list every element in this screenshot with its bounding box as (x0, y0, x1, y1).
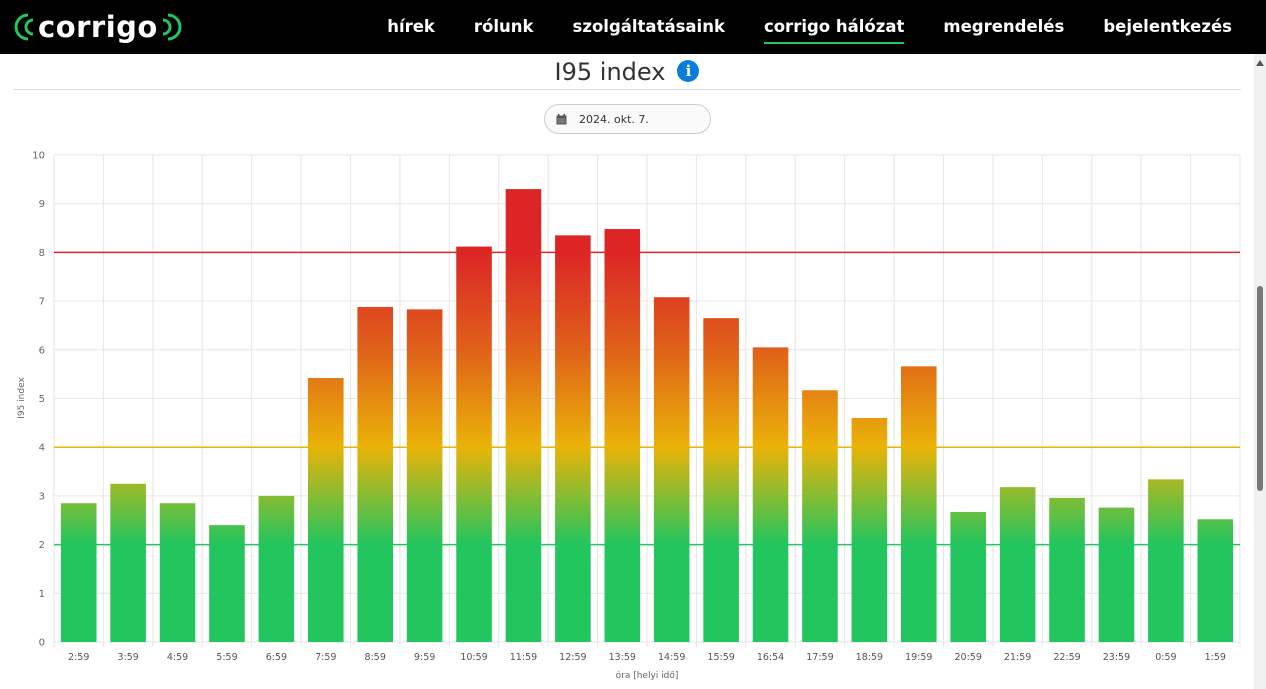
scroll-thumb[interactable] (1257, 286, 1263, 491)
bar-15:59 (703, 318, 739, 642)
nav-item-rolunk[interactable]: rólunk (473, 16, 534, 36)
x-tick-label: 18:59 (856, 652, 883, 663)
bar-22:59 (1049, 497, 1085, 642)
x-tick-label: 11:59 (510, 652, 537, 663)
nav-item-megrendeles[interactable]: megrendelés (943, 16, 1065, 36)
bar-11:59 (505, 189, 542, 642)
main-nav: hírek rólunk szolgáltatásaink corrigo há… (348, 0, 1232, 54)
calendar-icon (556, 113, 567, 124)
bar-5:59 (209, 525, 245, 642)
bar-18:59 (851, 417, 888, 642)
x-tick-label: 22:59 (1053, 652, 1080, 663)
x-tick-label: 15:59 (707, 652, 734, 663)
date-picker[interactable]: 2024. okt. 7. (544, 104, 711, 134)
signal-left-icon (14, 13, 34, 41)
y-tick-label: 8 (39, 248, 45, 259)
x-tick-label: 12:59 (559, 652, 586, 663)
x-tick-label: 10:59 (460, 652, 487, 663)
bar-12:59 (555, 235, 591, 643)
scroll-up-arrow-icon[interactable] (1256, 60, 1264, 66)
x-tick-label: 9:59 (414, 652, 435, 663)
chart-bars (60, 189, 1234, 643)
top-navbar: corrigo hírek rólunk szolgáltatásaink co… (0, 0, 1266, 54)
y-axis-ticks: 0 1 2 3 4 5 6 7 8 9 10 (32, 151, 45, 649)
nav-item-szolgaltatasaink[interactable]: szolgáltatásaink (572, 16, 725, 36)
signal-right-icon (162, 13, 182, 41)
x-tick-label: 13:59 (609, 652, 636, 663)
y-tick-label: 10 (32, 151, 45, 162)
x-tick-label: 17:59 (806, 652, 833, 663)
y-axis-label: I95 index (17, 377, 27, 419)
bar-13:59 (604, 229, 641, 643)
bar-6:59 (258, 495, 295, 642)
bar-14:59 (653, 297, 690, 642)
title-divider (13, 89, 1241, 90)
bar-19:59 (901, 366, 937, 642)
y-tick-label: 9 (39, 199, 45, 210)
x-axis-label: óra [helyi idő] (616, 670, 679, 681)
bar-16:54 (752, 347, 789, 642)
bar-4:59 (159, 503, 196, 642)
date-value: 2024. okt. 7. (579, 112, 649, 126)
bar-3:59 (110, 483, 146, 642)
x-tick-label: 3:59 (117, 652, 138, 663)
x-tick-label: 0:59 (1155, 652, 1176, 663)
y-tick-label: 2 (39, 540, 45, 551)
info-icon[interactable]: i (677, 60, 700, 82)
bar-7:59 (308, 378, 344, 642)
x-tick-label: 1:59 (1205, 652, 1226, 663)
bar-1:59 (1197, 519, 1234, 642)
threshold-lines (54, 251, 1240, 546)
y-tick-label: 0 (39, 638, 45, 649)
scrollbar[interactable] (1254, 54, 1266, 689)
x-tick-label: 16:54 (757, 652, 784, 663)
nav-item-bejelentkezes[interactable]: bejelentkezés (1103, 16, 1232, 36)
page-title: I95 index (554, 58, 666, 86)
bar-20:59 (950, 511, 986, 642)
x-tick-label: 4:59 (167, 652, 188, 663)
x-tick-label: 23:59 (1103, 652, 1130, 663)
y-tick-label: 4 (39, 443, 45, 454)
nav-item-corrigo-halozat[interactable]: corrigo hálózat (763, 16, 905, 44)
bar-21:59 (999, 487, 1036, 642)
y-tick-label: 6 (39, 345, 45, 356)
x-tick-label: 5:59 (216, 652, 237, 663)
y-tick-label: 1 (39, 589, 45, 600)
x-tick-label: 2:59 (68, 652, 89, 663)
x-tick-label: 21:59 (1004, 652, 1031, 663)
bar-10:59 (456, 246, 492, 642)
bar-8:59 (357, 306, 393, 642)
corrigo-logo[interactable]: corrigo (14, 8, 182, 46)
bar-17:59 (802, 390, 838, 642)
nav-item-hirek[interactable]: hírek (387, 16, 435, 36)
logo-text: corrigo (38, 10, 158, 44)
bar-2:59 (60, 503, 97, 642)
y-tick-label: 5 (39, 394, 45, 405)
x-tick-label: 20:59 (955, 652, 982, 663)
y-tick-label: 7 (39, 297, 45, 308)
bar-0:59 (1148, 479, 1184, 642)
x-axis-ticks: 2:59 3:59 4:59 5:59 6:59 7:59 8:59 9:59 10:59 11:… (68, 652, 1226, 663)
x-tick-label: 7:59 (315, 652, 336, 663)
main-content: I95 index i (0, 54, 1254, 689)
bar-9:59 (406, 309, 443, 642)
y-tick-label: 3 (39, 491, 45, 502)
x-tick-label: 14:59 (658, 652, 685, 663)
bar-23:59 (1098, 507, 1135, 642)
x-tick-label: 8:59 (365, 652, 386, 663)
title-row: I95 index i (0, 58, 1254, 88)
x-tick-label: 6:59 (266, 652, 287, 663)
x-tick-label: 19:59 (905, 652, 932, 663)
